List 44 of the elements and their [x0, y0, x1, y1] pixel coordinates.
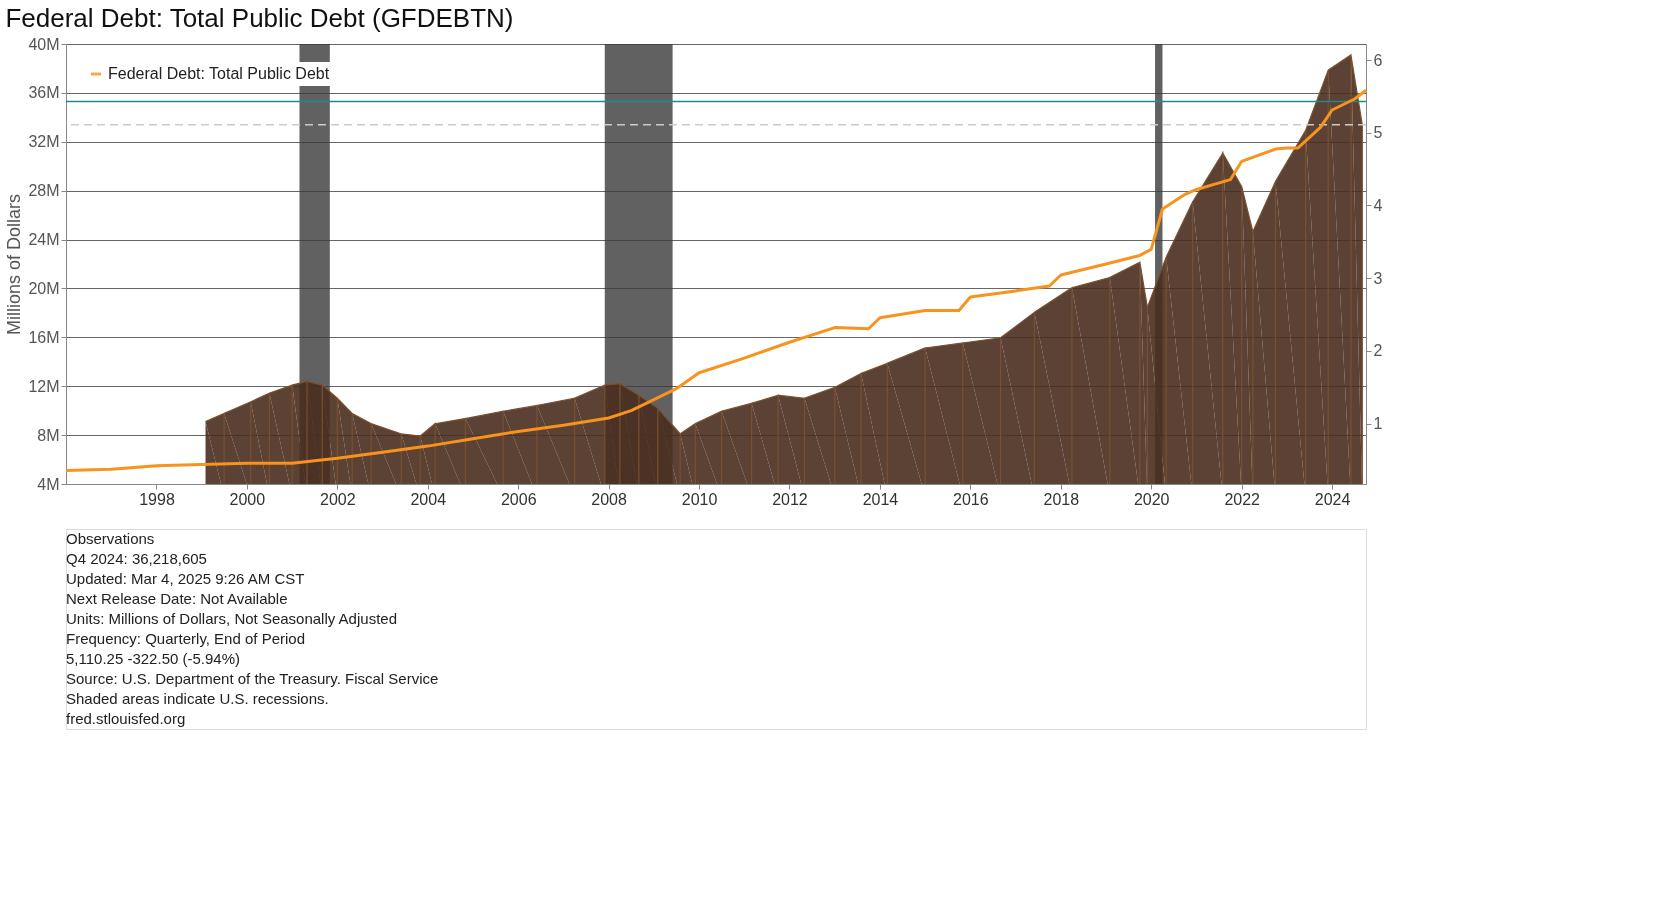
y-tick-label: 24M: [28, 231, 60, 249]
y-tick-label: 36M: [28, 84, 60, 102]
x-tick-label: 2022: [1224, 490, 1261, 508]
text: Units: Millions of Dollars, Not Seasonally Adjusted: [66, 610, 397, 627]
x-tick-label: 2020: [1133, 490, 1170, 508]
x-tick-label: 2012: [772, 490, 808, 508]
text: Shaded areas indicate U.S. recessions.: [66, 690, 329, 707]
y-tick-label: 40M: [28, 35, 60, 53]
y2-tick-label: 5: [1373, 124, 1383, 142]
y-tick-label: 28M: [28, 182, 60, 200]
x-tick-label: 1998: [139, 490, 175, 508]
y-tick-label: 12M: [28, 377, 60, 395]
y2-tick-label: 4: [1373, 196, 1383, 214]
x-tick-label: 2002: [320, 490, 356, 508]
chart-title: Federal Debt: Total Public Debt (GFDEBTN): [5, 2, 514, 33]
text: 5,110.25 -322.50 (-5.94%): [66, 650, 241, 667]
text: fred.stlouisfed.org: [66, 710, 186, 727]
text: Observations: [66, 530, 155, 547]
y-tick-label: 32M: [28, 133, 60, 151]
text: Updated: Mar 4, 2025 9:26 AM CST: [66, 570, 305, 587]
x-tick-label: 2004: [410, 490, 447, 508]
x-tick-label: 2024: [1314, 490, 1351, 508]
y2-tick-label: 2: [1373, 342, 1383, 360]
y2-tick-label: 1: [1373, 415, 1383, 433]
x-tick-label: 2014: [862, 490, 899, 508]
text: Frequency: Quarterly, End of Period: [66, 630, 306, 647]
line-series: [64, 88, 1368, 473]
x-tick-label: 2000: [229, 490, 266, 508]
x-tick-label: 2010: [681, 490, 718, 508]
x-tick-label: 2016: [953, 490, 989, 508]
text: Q4 2024: 36,218,605: [66, 550, 207, 567]
y2-tick-label: 6: [1373, 51, 1383, 69]
y-tick-label: 8M: [37, 426, 60, 444]
y-tick-label: 20M: [28, 279, 60, 297]
y2-tick-label: 3: [1373, 269, 1383, 287]
legend-label: Federal Debt: Total Public Debt: [108, 65, 330, 82]
x-tick-label: 2006: [500, 490, 537, 508]
x-tick-label: 2018: [1043, 490, 1080, 508]
y-tick-label: 4M: [37, 475, 60, 493]
y-tick-label: 16M: [28, 328, 60, 346]
y-axis-title: Millions of Dollars: [4, 193, 25, 336]
source-note: Source: U.S. Department of the Treasury. Fiscal Service: [66, 670, 439, 687]
text: Next Release Date: Not Available: [66, 590, 288, 607]
x-tick-label: 2008: [591, 490, 627, 508]
